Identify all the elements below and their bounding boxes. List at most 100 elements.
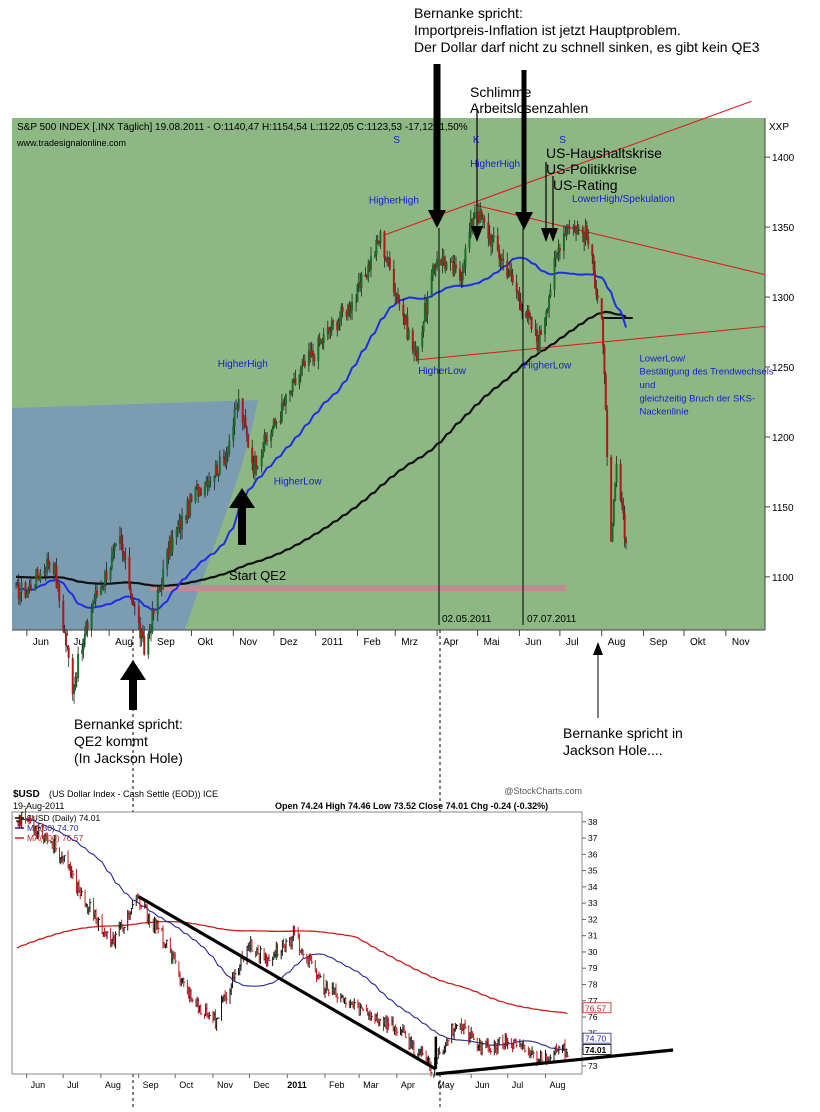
sp500-candle (124, 556, 127, 560)
sp500-candle (442, 256, 445, 263)
sp500-candle (235, 408, 238, 410)
sp500-candle (577, 227, 580, 229)
usd-x-tick: May (437, 1080, 455, 1090)
sp500-candle (473, 212, 476, 218)
sp500-candle (395, 293, 398, 296)
usd-source: @StockCharts.com (504, 786, 582, 796)
sp500-candle (74, 676, 77, 687)
sp500-candle (572, 226, 575, 229)
sp500-candle (15, 583, 18, 585)
sp500-candle (293, 378, 296, 380)
sp500-candle (375, 239, 378, 256)
sp500-candle (341, 306, 344, 312)
sp500-y-tick: 1400 (772, 153, 795, 164)
us-annotation-line: US-Politikkrise (546, 161, 637, 177)
sp500-candle (332, 320, 335, 323)
sp500-candle (379, 231, 382, 244)
sp500-candle (83, 633, 86, 639)
sp500-candle (233, 409, 236, 426)
sp500-candle (347, 304, 350, 317)
label-higherlow: HigherLow (274, 477, 323, 488)
usd-y-tick: 31 (588, 931, 598, 941)
sp500-candle (263, 434, 266, 452)
arrow-schlimme-head (471, 226, 483, 242)
sp500-candle (388, 257, 391, 269)
sp500-candle (222, 456, 225, 460)
sp500-candle (477, 212, 480, 223)
sp500-candle (548, 296, 551, 309)
sp500-candle (93, 601, 96, 604)
sp500-candle (160, 586, 163, 588)
sp500-candle (602, 317, 605, 347)
sp500-candle (109, 568, 112, 581)
sp500-candle (55, 565, 58, 588)
sp500-candle (436, 259, 439, 267)
sp500-x-tick: Apr (443, 637, 459, 648)
sp500-ma50-line (15, 256, 627, 612)
top-annotation: Bernanke spricht:Importpreis-Inflation i… (414, 5, 760, 55)
sp500-candle (129, 588, 132, 595)
sp500-candle (483, 218, 486, 223)
sp500-candle (336, 322, 339, 331)
sp500-candle (530, 316, 533, 330)
sp500-candle (123, 552, 126, 560)
sp500-candle (384, 258, 387, 260)
sp500-candle (189, 494, 192, 517)
sp500-candle (253, 455, 256, 475)
sp500-axis-label: XXP (769, 122, 789, 133)
sp500-candle (556, 252, 559, 256)
sp500-candle (282, 402, 285, 405)
sp500-candle (16, 582, 19, 584)
usd-trendlines (137, 895, 674, 1076)
sp500-candle (187, 500, 190, 517)
label-lowerlow-line: LowerLow/ (640, 353, 686, 364)
sp500-candle (479, 210, 482, 223)
sp500-candle (538, 330, 541, 353)
usd-y-tick: 35 (588, 866, 598, 876)
usd-x-tick: Apr (401, 1080, 415, 1090)
sp500-candle (121, 544, 124, 553)
sp500-candle (496, 235, 499, 250)
sp500-candle (244, 417, 247, 428)
label-higherhigh: HigherHigh (470, 159, 520, 170)
sp500-candle (301, 365, 304, 370)
usd-chart: $USD (US Dollar Index - Cash Settle (EOD)… (11, 786, 674, 1090)
sp500-candle (614, 482, 617, 501)
label-higherlow: HigherLow (418, 366, 467, 377)
sp500-candle (17, 582, 20, 600)
sp500-candle (414, 350, 417, 353)
sp500-x-tick: Sep (157, 637, 175, 648)
usd-x-tick: Oct (179, 1080, 194, 1090)
sp500-candle (471, 218, 474, 226)
sp500-candle (357, 282, 360, 285)
sp500-candle (587, 236, 590, 245)
sp500-candle (351, 302, 354, 311)
usd-value-tag-text: 76.57 (585, 1003, 607, 1013)
sp500-candle (94, 590, 97, 602)
sp500-header: S&P 500 INDEX [.INX Täglich] 19.08.2011 … (17, 122, 468, 133)
usd-plot-frame (11, 811, 583, 1075)
sp500-candle (402, 304, 405, 317)
sp500-candle (128, 556, 131, 589)
label-lowerhigh: LowerHigh/Spekulation (572, 194, 675, 205)
sp500-candle (28, 584, 31, 589)
sp500-candle (573, 226, 576, 228)
arrow-us-head (548, 228, 558, 242)
sp500-candle (537, 342, 540, 353)
sp500-candle (596, 295, 599, 299)
sp500-candle (518, 293, 521, 302)
sp500-candle (179, 520, 182, 530)
sp500-candle (444, 262, 447, 270)
sp500-candle (284, 394, 287, 405)
sp500-candle (302, 360, 305, 366)
sp500-candle (19, 592, 22, 600)
sp500-candle (565, 226, 568, 236)
sp500-candle (37, 578, 40, 581)
sp500-candle (321, 340, 324, 344)
label-s2: S (559, 135, 566, 146)
sp500-candle (260, 456, 263, 467)
arrow-jackson-head (593, 642, 603, 655)
sp500-candle (517, 292, 520, 294)
usd-y-tick: 78 (588, 979, 598, 989)
label-lowerlow-line: gleichzeitig Bruch der SKS- (640, 393, 756, 404)
